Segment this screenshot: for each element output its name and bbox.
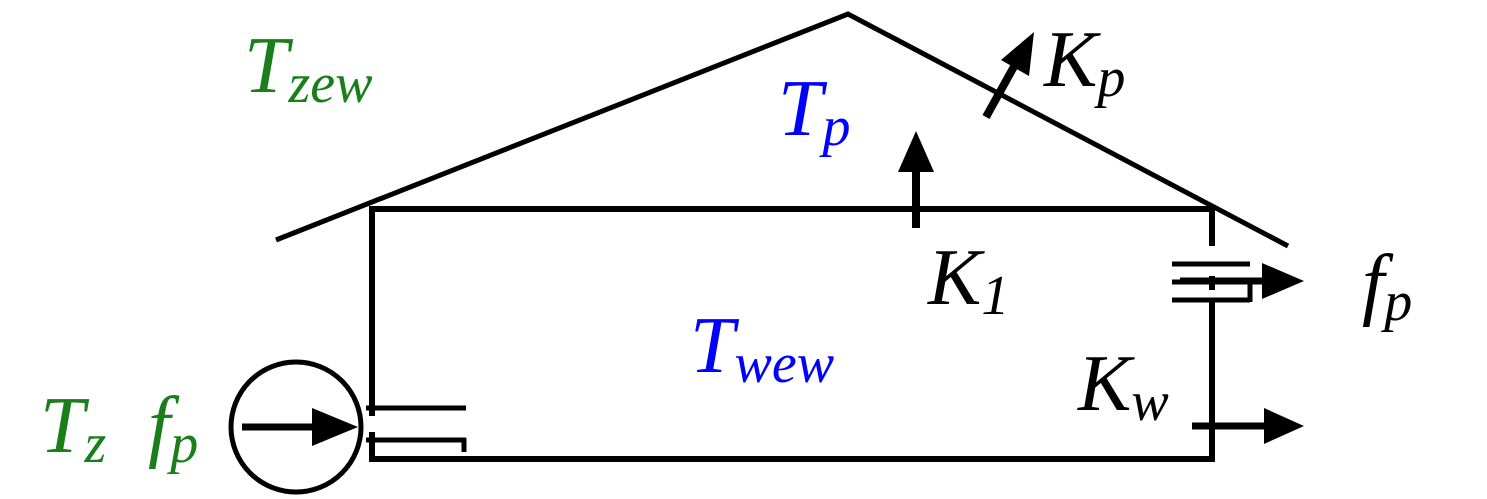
- label-f-p-in: fp: [148, 382, 198, 475]
- ceiling-heat-flow-arrow: [898, 131, 934, 228]
- roof-outline: [275, 11, 1290, 249]
- label-k-w: Kw: [1077, 340, 1169, 433]
- inlet-duct: [366, 405, 467, 452]
- house-body: [369, 206, 1215, 462]
- label-t-zew: Tzew: [244, 22, 373, 115]
- label-f-p-out: fp: [1362, 240, 1412, 333]
- label-k-1: K1: [927, 234, 1009, 327]
- inlet-fan: [228, 359, 364, 495]
- label-t-z: Tz: [40, 382, 107, 475]
- outlet-airflow-arrow: [1180, 263, 1304, 299]
- label-k-p: Kp: [1043, 16, 1125, 109]
- roof-heat-flow-arrow: [982, 32, 1034, 119]
- outlet-vent: [1172, 246, 1253, 303]
- wall-heat-flow-arrow: [1192, 408, 1304, 444]
- label-t-p: Tp: [778, 65, 851, 158]
- label-t-wew: Twew: [690, 302, 834, 395]
